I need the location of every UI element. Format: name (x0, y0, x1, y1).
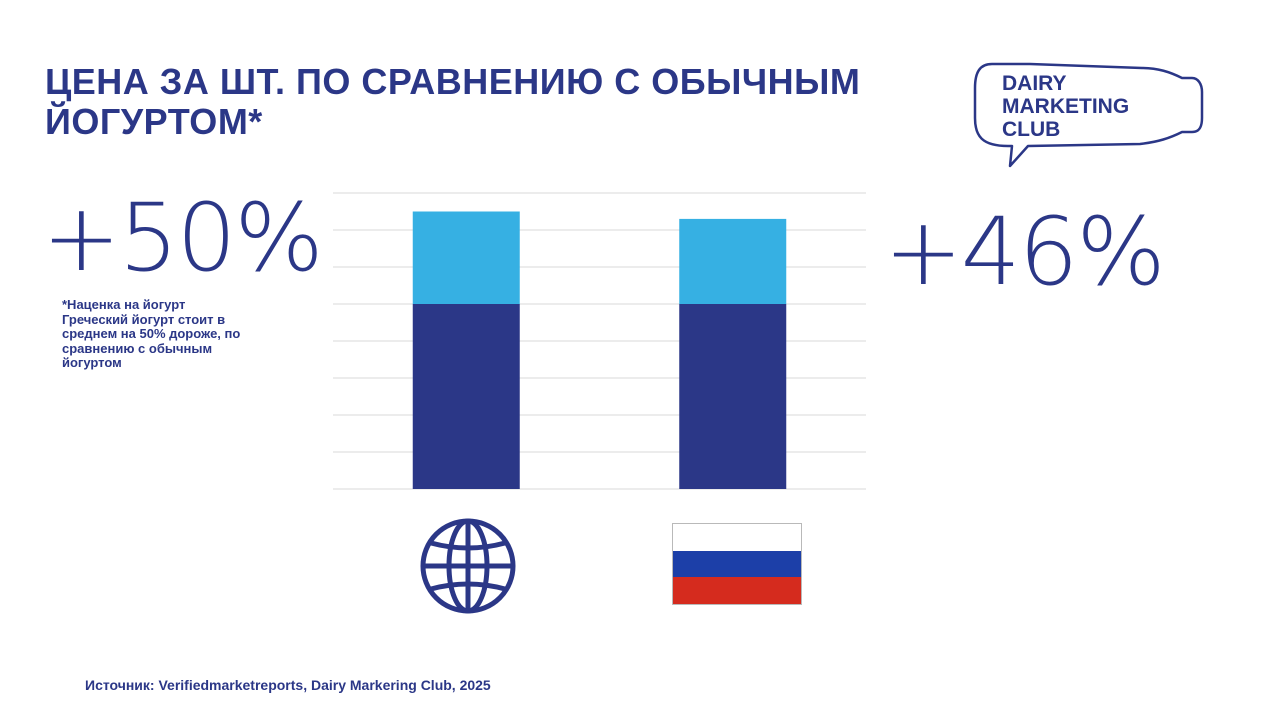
world-premium-stat: +50% (42, 184, 324, 293)
milk-bottle-outline-icon (973, 62, 1204, 168)
dairy-marketing-club-logo: DAIRY MARKETING CLUB (970, 56, 1210, 172)
bar-segment-base (679, 304, 787, 489)
russia-premium-stat: +46% (884, 198, 1166, 307)
page-title: ЦЕНА ЗА ШТ. ПО СРАВНЕНИЮ С ОБЫЧНЫМ ЙОГУР… (45, 61, 861, 142)
flag-stripe-blue (673, 550, 801, 578)
logo-line: MARKETING (1002, 95, 1130, 118)
logo-line: CLUB (1002, 118, 1061, 141)
footnote-line: сравнению с обычным (62, 340, 213, 356)
flag-stripe-red (673, 577, 801, 604)
source-note: Источник: Verifiedmarketreports, Dairy M… (85, 677, 491, 693)
flag-stripe-white (673, 524, 801, 551)
bar-segment-premium (412, 211, 520, 304)
logo-line: DAIRY (1002, 72, 1067, 95)
footnote: *Наценка на йогурт Греческий йогурт стои… (62, 297, 277, 371)
bar-segment-premium (679, 218, 787, 304)
bar-segment-base (412, 304, 520, 489)
stacked-bar-chart (333, 192, 866, 490)
russia-flag-icon (672, 523, 802, 605)
footnote-line: йогуртом (62, 355, 122, 370)
footnote-line: среднем на 50% дороже, по (62, 326, 241, 341)
footnote-line: *Наценка на йогурт (62, 297, 186, 312)
logo-text: DAIRY MARKETING CLUB (1002, 72, 1172, 141)
footnote-line: Греческий йогурт стоит в (62, 311, 226, 327)
globe-icon (418, 516, 518, 616)
